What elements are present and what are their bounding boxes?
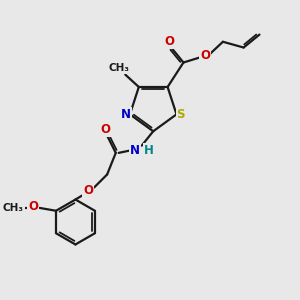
Text: O: O [101, 123, 111, 136]
Text: S: S [177, 108, 185, 121]
Text: H: H [144, 143, 154, 157]
Text: O: O [83, 184, 93, 197]
Text: O: O [164, 35, 174, 48]
Text: CH₃: CH₃ [108, 63, 129, 73]
Text: O: O [28, 200, 38, 213]
Text: O: O [200, 49, 210, 62]
Text: CH₃: CH₃ [3, 203, 24, 213]
Text: N: N [121, 108, 130, 121]
Text: N: N [130, 143, 140, 157]
